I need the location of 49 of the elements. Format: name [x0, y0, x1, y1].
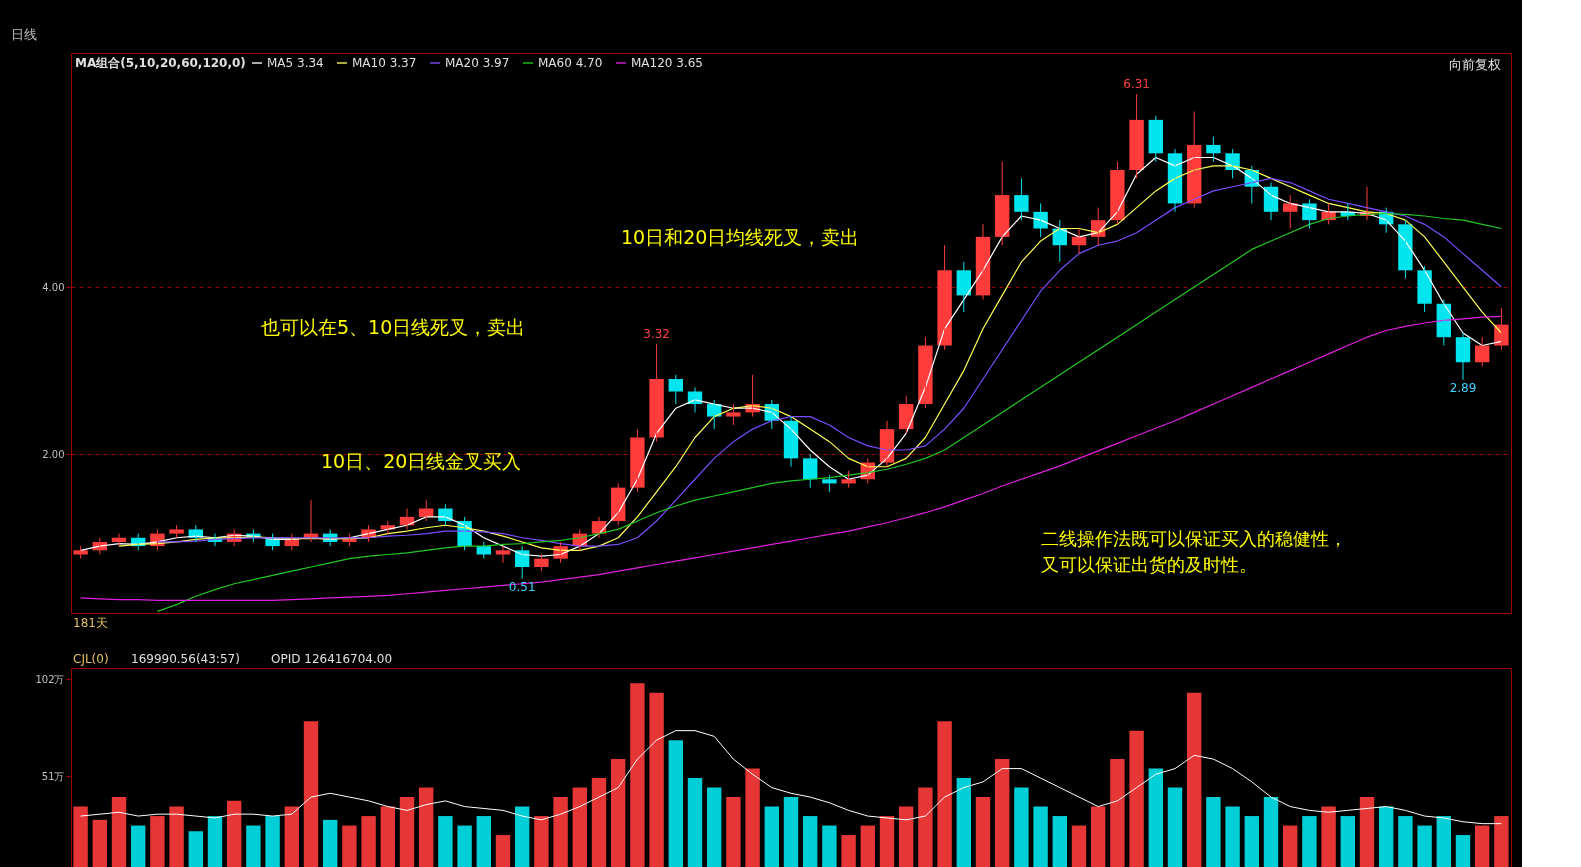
candlestick	[918, 336, 933, 409]
candlestick	[1129, 93, 1144, 179]
line-series	[80, 315, 1502, 602]
text: 181天	[73, 616, 108, 630]
annotation: 又可以保证出货的及时性。	[1041, 554, 1257, 575]
annotation: 向前复权	[1449, 57, 1501, 72]
annotation: 10日和20日均线死叉，卖出	[621, 226, 860, 248]
candlestick	[73, 545, 88, 560]
candlestick	[937, 244, 952, 351]
legend-label: MA60 4.70	[538, 56, 603, 70]
line-series	[156, 212, 1502, 612]
line-series	[80, 730, 1502, 825]
annotation: 6.31	[1123, 76, 1150, 91]
candlestick	[1033, 202, 1048, 238]
candlestick	[534, 553, 549, 572]
text: OPID 126416704.00	[271, 652, 393, 666]
candlestick	[169, 524, 184, 539]
annotation: 2.89	[1449, 380, 1477, 395]
candlestick	[630, 428, 645, 493]
legend-title: MA组合(5,10,20,60,120,0)	[75, 56, 246, 70]
candlestick	[726, 403, 741, 426]
candlestick	[1398, 219, 1413, 280]
y-tick-label: 4.00	[42, 281, 65, 293]
candlestick	[1302, 198, 1317, 230]
candlestick	[1417, 265, 1432, 313]
candlestick	[1206, 136, 1221, 163]
legend-label: MA20 3.97	[445, 56, 510, 70]
candlestick	[841, 470, 856, 489]
annotation: 也可以在5、10日线死叉，卖出	[261, 316, 526, 338]
legend-label: MA10 3.37	[352, 56, 417, 70]
y-tick-label: 102万	[35, 673, 65, 685]
candlestick	[1283, 194, 1298, 230]
text: 169990.56(43:57)	[131, 652, 240, 666]
candlestick	[649, 343, 664, 443]
legend-label: MA120 3.65	[631, 56, 703, 70]
candlestick	[1014, 177, 1029, 221]
legend-label: MA5 3.34	[267, 56, 324, 70]
annotation: 3.32	[643, 326, 670, 341]
annotation: 二线操作法既可以保证买入的稳健性，	[1041, 528, 1347, 549]
candlestick	[1494, 307, 1509, 351]
text: 日线	[11, 27, 37, 42]
text: CJL(0)	[73, 652, 109, 666]
candlestick	[822, 474, 837, 493]
annotation: 0.51	[508, 579, 536, 594]
y-tick-label: 2.00	[42, 448, 65, 460]
y-tick-label: 51万	[41, 770, 65, 782]
annotation: 10日、20日线金叉买入	[321, 450, 522, 472]
candlestick	[1110, 161, 1125, 225]
candlestick	[668, 374, 683, 405]
